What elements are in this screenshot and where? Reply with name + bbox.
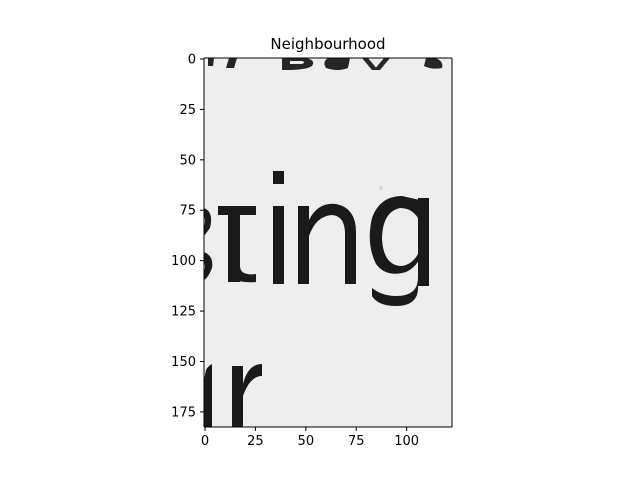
y-tick-label: 175 [171, 405, 196, 420]
y-tick-label: 25 [179, 103, 196, 118]
y-tick-label: 0 [188, 53, 196, 68]
image-grain [204, 58, 452, 427]
y-tick-label: 50 [179, 153, 196, 168]
x-tick-label: 100 [394, 434, 419, 449]
ink-top-partial-text [208, 58, 443, 70]
x-axis: 0 25 50 75 100 [201, 427, 419, 449]
x-tick-label: 50 [298, 434, 315, 449]
y-tick-label: 125 [171, 305, 196, 320]
ink-r-glyph [204, 364, 262, 427]
speck [379, 186, 383, 190]
x-tick-label: 75 [348, 434, 365, 449]
y-tick-label: 150 [171, 355, 196, 370]
y-tick-label: 75 [179, 204, 196, 219]
y-tick-label: 100 [171, 254, 196, 269]
x-tick-label: 25 [247, 434, 264, 449]
image-area [204, 58, 452, 427]
ink-sting-word [204, 171, 429, 306]
y-axis: 0 25 50 75 100 125 150 175 [171, 53, 204, 420]
chart-title: Neighbourhood [270, 35, 385, 53]
axes-frame [203, 57, 453, 428]
x-tick-label: 0 [201, 434, 209, 449]
